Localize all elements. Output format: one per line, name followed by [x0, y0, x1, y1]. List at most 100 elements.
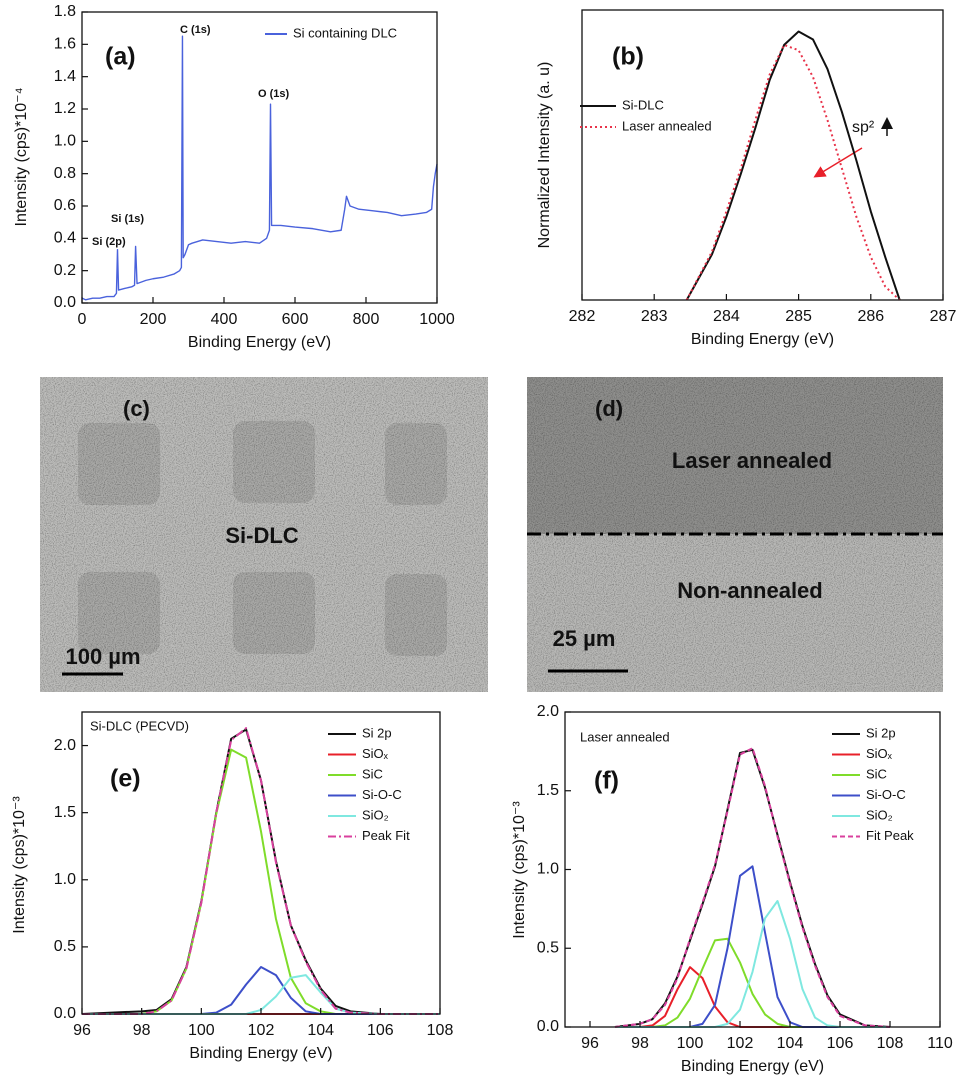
- legend-label: Fit Peak: [866, 828, 914, 843]
- annotation: Si (1s): [111, 213, 144, 225]
- legend-label: SiO₂: [362, 807, 389, 822]
- x-tick-label: 286: [857, 308, 884, 325]
- y-axis-label: Intensity (cps)*10⁻⁴: [13, 87, 30, 226]
- y-tick-label: 1.0: [537, 861, 559, 878]
- legend-label: SiC: [866, 766, 887, 781]
- annotation: O (1s): [258, 88, 290, 100]
- legend-label: Si containing DLC: [293, 25, 397, 40]
- y-tick-label: 1.5: [54, 804, 76, 821]
- x-tick-label: 800: [353, 311, 380, 328]
- y-tick-label: 1.6: [54, 36, 76, 53]
- chart-panel: 282 283 284 285 286 287 Binding Energy (eV) Nor…: [536, 9, 956, 348]
- annotation: Si-DLC (PECVD): [90, 718, 189, 733]
- region-label: Si-DLC: [225, 523, 298, 548]
- legend-label: Si-O-C: [866, 787, 906, 802]
- y-tick-label: 2.0: [54, 737, 76, 754]
- y-tick-label: 1.2: [54, 100, 76, 117]
- x-tick-label: 100: [677, 1035, 704, 1052]
- y-tick-label: 0.5: [537, 939, 559, 956]
- x-axis-label: Binding Energy (eV): [188, 334, 331, 351]
- x-tick-label: 283: [641, 308, 668, 325]
- panel-label: (e): [110, 765, 141, 793]
- x-tick-label: 0: [78, 311, 87, 328]
- y-axis-label: Normalized Intensity (a. u): [536, 62, 553, 249]
- panel-label: (c): [123, 396, 150, 421]
- x-tick-label: 106: [827, 1035, 854, 1052]
- plot-frame: [81, 11, 438, 304]
- y-tick-label: 0.0: [54, 1005, 76, 1022]
- series-line: [614, 748, 891, 1028]
- x-tick-label: 200: [140, 311, 167, 328]
- legend-label: Laser annealed: [622, 118, 712, 133]
- x-axis-label: Binding Energy (eV): [691, 331, 834, 348]
- x-axis-label: Binding Energy (eV): [189, 1045, 332, 1062]
- x-tick-label: 285: [785, 308, 812, 325]
- chart-panel: 96 98 100 102 104 106 108 110 0.0 0.5 1.0 1.5 2.0 Bin…: [511, 703, 953, 1075]
- legend-label: Si-DLC: [622, 97, 664, 112]
- legend-label: SiO₂: [866, 807, 893, 822]
- y-tick-label: 0.6: [54, 197, 76, 214]
- panel-label: (a): [105, 43, 136, 71]
- x-tick-label: 1000: [419, 311, 455, 328]
- y-tick-label: 1.0: [54, 133, 76, 150]
- x-tick-label: 100: [188, 1022, 215, 1039]
- texture: [40, 377, 488, 692]
- y-tick-label: 1.8: [54, 3, 76, 20]
- series-line: [81, 35, 438, 301]
- y-tick-label: 0.4: [54, 230, 76, 247]
- y-tick-label: 1.4: [54, 68, 76, 85]
- y-tick-label: 0.0: [537, 1018, 559, 1035]
- annotation: sp²: [852, 119, 875, 136]
- y-axis-label: Intensity (cps)*10⁻³: [511, 801, 528, 939]
- x-tick-label: 400: [211, 311, 238, 328]
- chart-panel: 0 200 400 600 800 1000 0.0 0.2 0.4 0.6 0.8 1.0 1.2 1.…: [13, 3, 455, 351]
- legend-label: SiOₓ: [362, 746, 389, 761]
- x-tick-label: 102: [727, 1035, 754, 1052]
- plot-frame: [581, 9, 944, 301]
- series-line: [685, 43, 901, 301]
- x-tick-label: 96: [581, 1035, 599, 1052]
- legend-label: SiOₓ: [866, 746, 893, 761]
- legend-label: Si 2p: [866, 725, 896, 740]
- scale-label: 100 µm: [65, 644, 140, 669]
- x-tick-label: 102: [248, 1022, 275, 1039]
- x-tick-label: 284: [713, 308, 740, 325]
- series-line: [82, 727, 440, 1015]
- x-tick-label: 110: [927, 1035, 953, 1052]
- annotation: Si (2p): [92, 236, 126, 248]
- series-line: [81, 728, 440, 1015]
- legend-label: Si-O-C: [362, 787, 402, 802]
- legend-label: Si 2p: [362, 725, 392, 740]
- series-line: [615, 865, 890, 1028]
- x-tick-label: 106: [367, 1022, 394, 1039]
- x-tick-label: 108: [427, 1022, 454, 1039]
- panel-label: (d): [595, 396, 623, 421]
- x-tick-label: 600: [282, 311, 309, 328]
- chart-panel: 96 98 100 102 104 106 108 0.0 0.5 1.0 1.5 2.0 Bindin…: [11, 711, 454, 1062]
- x-tick-label: 96: [73, 1022, 91, 1039]
- y-tick-label: 0.8: [54, 165, 76, 182]
- shift-arrow: [813, 147, 863, 178]
- panel-label: (b): [612, 43, 644, 71]
- x-tick-label: 108: [877, 1035, 904, 1052]
- micrograph-c: (c) Si-DLC 100 µm: [40, 377, 488, 692]
- y-tick-label: 1.5: [537, 782, 559, 799]
- series-line: [614, 747, 891, 1028]
- y-tick-label: 0.2: [54, 262, 76, 279]
- x-tick-label: 104: [307, 1022, 334, 1039]
- y-axis-label: Intensity (cps)*10⁻³: [11, 796, 28, 934]
- y-tick-label: 0.0: [54, 294, 76, 311]
- panel-label: (f): [594, 767, 619, 795]
- scale-label: 25 µm: [553, 626, 616, 651]
- region-label: Non-annealed: [677, 578, 822, 603]
- series-line: [82, 966, 440, 1015]
- x-tick-label: 104: [777, 1035, 804, 1052]
- y-tick-label: 1.0: [54, 871, 76, 888]
- series-line: [685, 30, 901, 301]
- y-tick-label: 0.5: [54, 938, 76, 955]
- micrograph-d: (d) Laser annealed Non-annealed 25 µm: [527, 377, 943, 692]
- y-tick-label: 2.0: [537, 703, 559, 720]
- x-tick-label: 98: [631, 1035, 649, 1052]
- x-tick-label: 282: [569, 308, 596, 325]
